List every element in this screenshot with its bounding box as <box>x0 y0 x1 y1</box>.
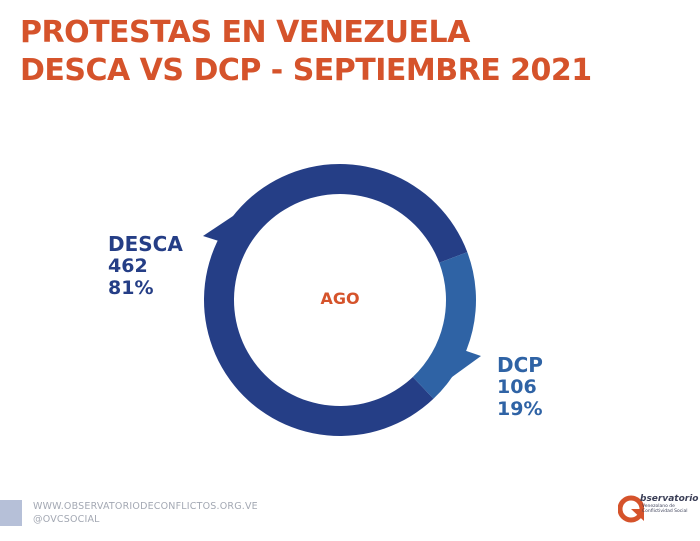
page-title: PROTESTAS EN VENEZUELA DESCA VS DCP - SE… <box>20 14 592 90</box>
observatorio-logo: bservatorio Venezolano de Conflictividad… <box>618 491 699 527</box>
logo-name: bservatorio <box>640 494 699 504</box>
callout-desca-pointer <box>203 212 239 242</box>
label-dcp-value: 106 <box>497 376 537 398</box>
label-desca-name: DESCA <box>108 232 183 256</box>
label-dcp: DCP 106 19% <box>497 354 543 420</box>
label-desca-percent: 81% <box>108 277 154 299</box>
label-desca-value: 462 <box>108 255 148 277</box>
center-label: AGO <box>320 289 360 308</box>
logo-o-icon <box>618 495 644 523</box>
title-line-2: DESCA VS DCP - SEPTIEMBRE 2021 <box>20 53 592 88</box>
title-line-1: PROTESTAS EN VENEZUELA <box>20 15 470 50</box>
label-desca: DESCA 462 81% <box>108 233 183 299</box>
slice-dcp <box>412 252 477 399</box>
footer-accent-square <box>0 500 22 526</box>
logo-subtitle: Venezolano de Conflictividad Social <box>642 504 688 514</box>
footer-social-handle[interactable]: @OVCSOCIAL <box>33 514 100 525</box>
callout-dcp-pointer <box>447 350 481 381</box>
footer-text: WWW.OBSERVATORIODECONFLICTOS.ORG.VE @OVC… <box>33 500 258 526</box>
label-dcp-percent: 19% <box>497 398 543 420</box>
label-dcp-name: DCP <box>497 353 543 377</box>
footer-website-link[interactable]: WWW.OBSERVATORIODECONFLICTOS.ORG.VE <box>33 501 258 512</box>
